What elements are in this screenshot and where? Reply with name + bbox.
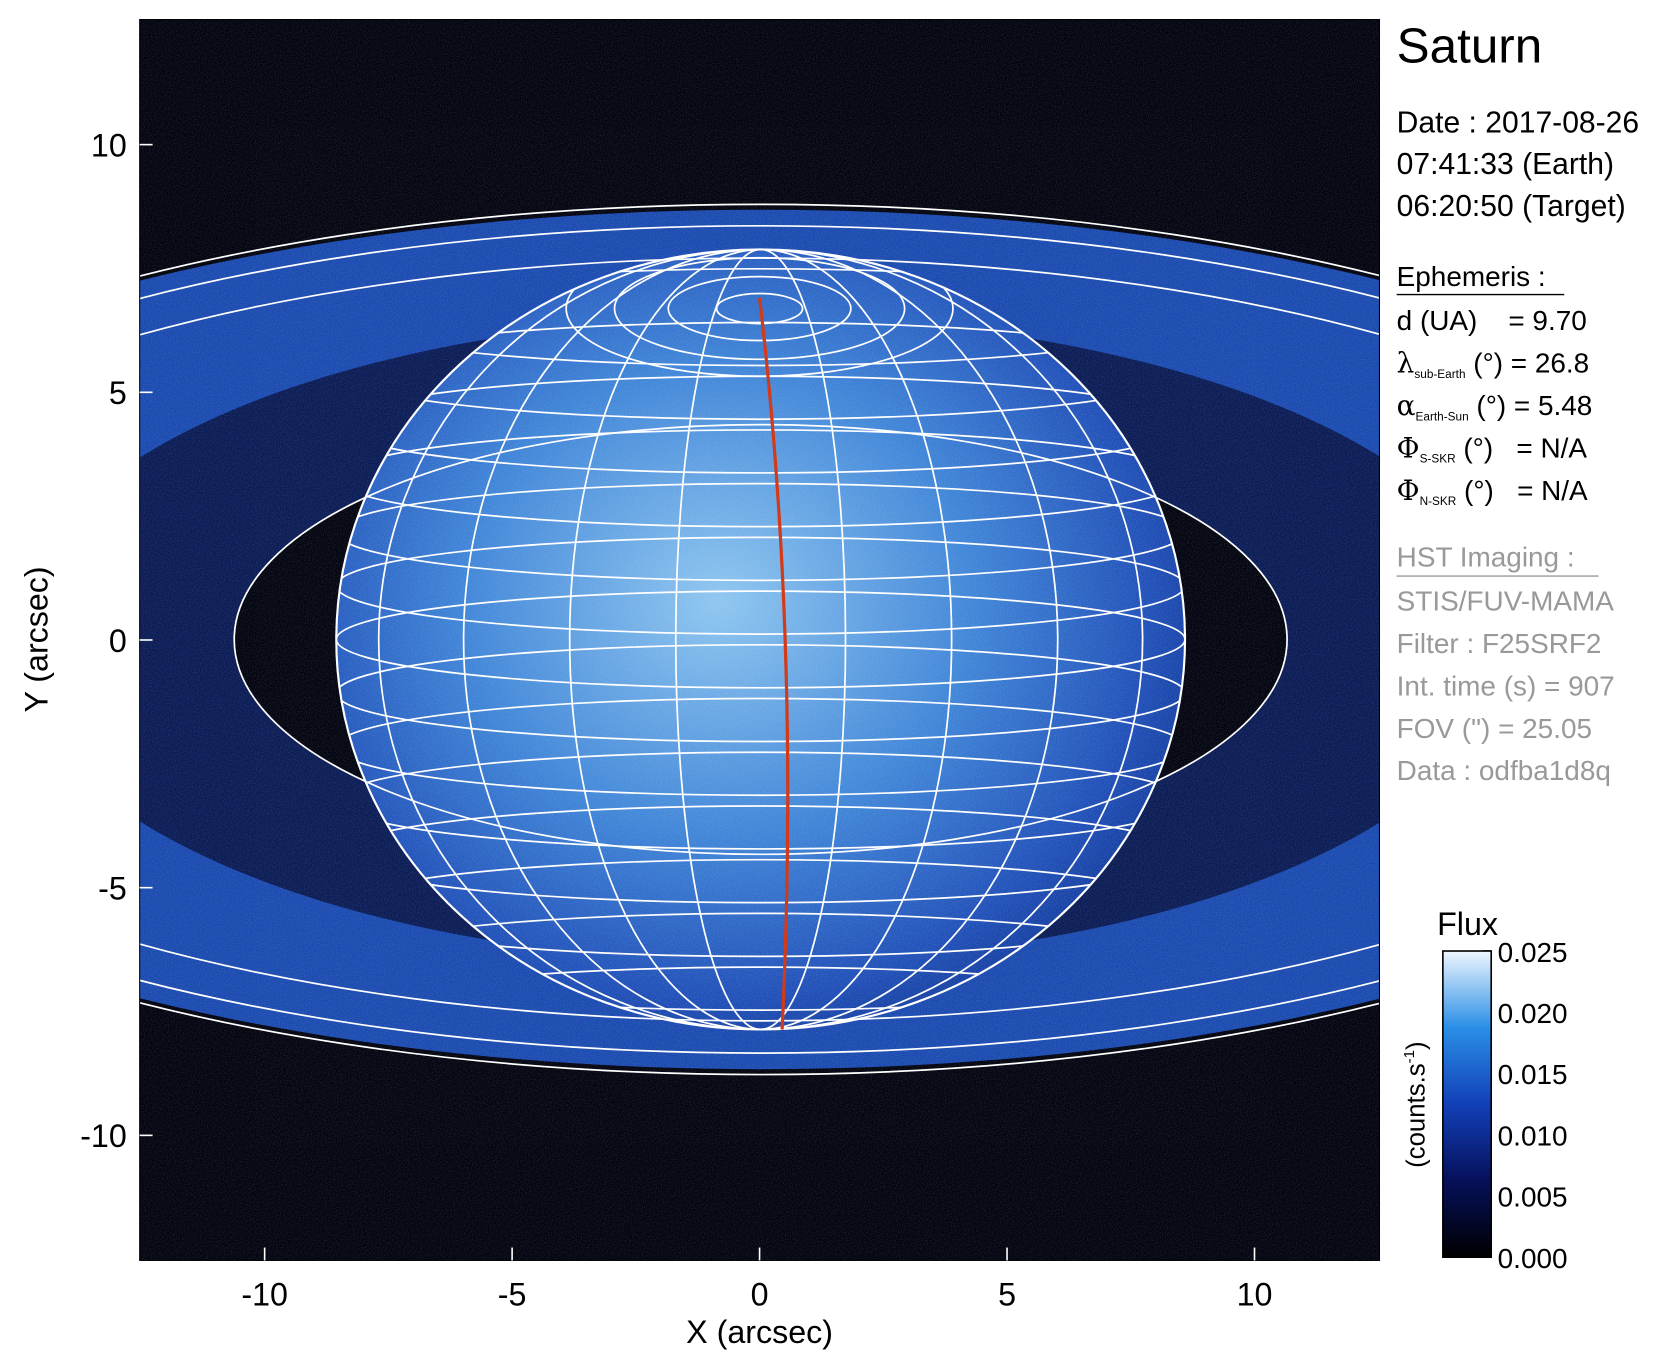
- symbol: Φ: [1397, 431, 1420, 464]
- x-axis-label: X (arcsec): [686, 1314, 833, 1350]
- y-tick-label: -5: [98, 870, 127, 906]
- meridian: [462, 249, 1059, 1030]
- polar-circle: [667, 275, 852, 342]
- parallel: [336, 805, 1186, 904]
- parallel: [336, 966, 1186, 1030]
- row-text: (°) = N/A: [1456, 432, 1588, 463]
- date-line: Date : 2017-08-26: [1397, 106, 1639, 139]
- parallel: [336, 267, 1186, 367]
- ephemeris-row: ΦN-SKR (°) = N/A: [1397, 474, 1588, 508]
- colorbar-tick-label: 0.025: [1498, 937, 1568, 968]
- parallel: [336, 536, 1186, 635]
- ephemeris-row: αEarth-Sun (°) = 5.48: [1397, 389, 1593, 423]
- parallel: [336, 858, 1186, 958]
- polar-circle: [565, 249, 954, 378]
- subscript: N-SKR: [1420, 494, 1457, 508]
- symbol: λ: [1397, 346, 1415, 379]
- meridian: [568, 249, 953, 1030]
- parallel: [336, 321, 1186, 421]
- unit-text: ): [1403, 1041, 1431, 1050]
- ephemeris-row: λsub-Earth (°) = 26.8: [1397, 346, 1590, 380]
- parallel: [336, 751, 1186, 850]
- subscript: sub-Earth: [1414, 367, 1465, 381]
- colorbar-tick-label: 0.020: [1498, 998, 1568, 1029]
- y-tick-label: 5: [109, 375, 127, 411]
- title: Saturn: [1397, 19, 1543, 74]
- x-tick-label: 0: [751, 1277, 769, 1313]
- imaging-row: Int. time (s) = 907: [1397, 670, 1615, 701]
- unit-sup: -1: [1401, 1050, 1418, 1063]
- meridian: [377, 249, 1144, 1030]
- imaging-row: FOV (") = 25.05: [1397, 713, 1592, 744]
- colorbar-unit: (counts.s-1): [1401, 1041, 1431, 1168]
- y-axis-label: Y (arcsec): [18, 566, 54, 712]
- polar-circle: [715, 292, 804, 325]
- polar-circle: [613, 256, 906, 361]
- y-tick-label: 0: [109, 623, 127, 659]
- image: [139, 19, 1380, 1261]
- colorbar-label: Flux: [1437, 906, 1498, 942]
- ephemeris-row: ΦS-SKR (°) = N/A: [1397, 431, 1588, 465]
- parallel: [336, 590, 1186, 689]
- row-text: (°) = N/A: [1456, 475, 1588, 506]
- imaging-row: Filter : F25SRF2: [1397, 628, 1602, 659]
- x-tick-label: -10: [241, 1277, 288, 1313]
- colorbar-tick-label: 0.010: [1498, 1120, 1568, 1151]
- meridian: [674, 249, 847, 1030]
- y-tick-label: 10: [91, 127, 127, 163]
- x-tick-label: 5: [998, 1277, 1016, 1313]
- x-tick-label: 10: [1237, 1277, 1273, 1313]
- row-text: (°) = 26.8: [1466, 347, 1590, 378]
- ephemeris-row: d (UA) = 9.70: [1397, 305, 1587, 336]
- row-text: d (UA) = 9.70: [1397, 305, 1587, 336]
- unit-text: (counts.s: [1403, 1063, 1431, 1168]
- subscript: S-SKR: [1420, 452, 1456, 466]
- symbol: Φ: [1397, 474, 1420, 507]
- parallel: [336, 643, 1186, 743]
- row-text: (°) = 5.48: [1469, 390, 1593, 421]
- symbol: α: [1397, 389, 1416, 422]
- subscript: Earth-Sun: [1416, 409, 1469, 423]
- x-tick-label: -5: [498, 1277, 527, 1313]
- parallel: [336, 912, 1186, 1011]
- parallel: [336, 482, 1186, 582]
- date-line: 07:41:33 (Earth): [1397, 148, 1614, 181]
- y-tick-label: -10: [80, 1118, 127, 1154]
- parallel: [336, 697, 1186, 797]
- colorbar-tick-label: 0.015: [1498, 1059, 1568, 1090]
- colorbar-tick-label: 0.000: [1498, 1243, 1568, 1274]
- date-line: 06:20:50 (Target): [1397, 190, 1626, 223]
- colorbar: [1442, 950, 1493, 1259]
- imaging-row: Data : odfba1d8q: [1397, 755, 1611, 786]
- colorbar-tick-label: 0.005: [1498, 1182, 1568, 1213]
- imaging-title: HST Imaging :: [1397, 541, 1575, 572]
- imaging-row: STIS/FUV-MAMA: [1397, 585, 1615, 616]
- parallel: [336, 429, 1186, 528]
- ephemeris-title: Ephemeris :: [1397, 261, 1546, 292]
